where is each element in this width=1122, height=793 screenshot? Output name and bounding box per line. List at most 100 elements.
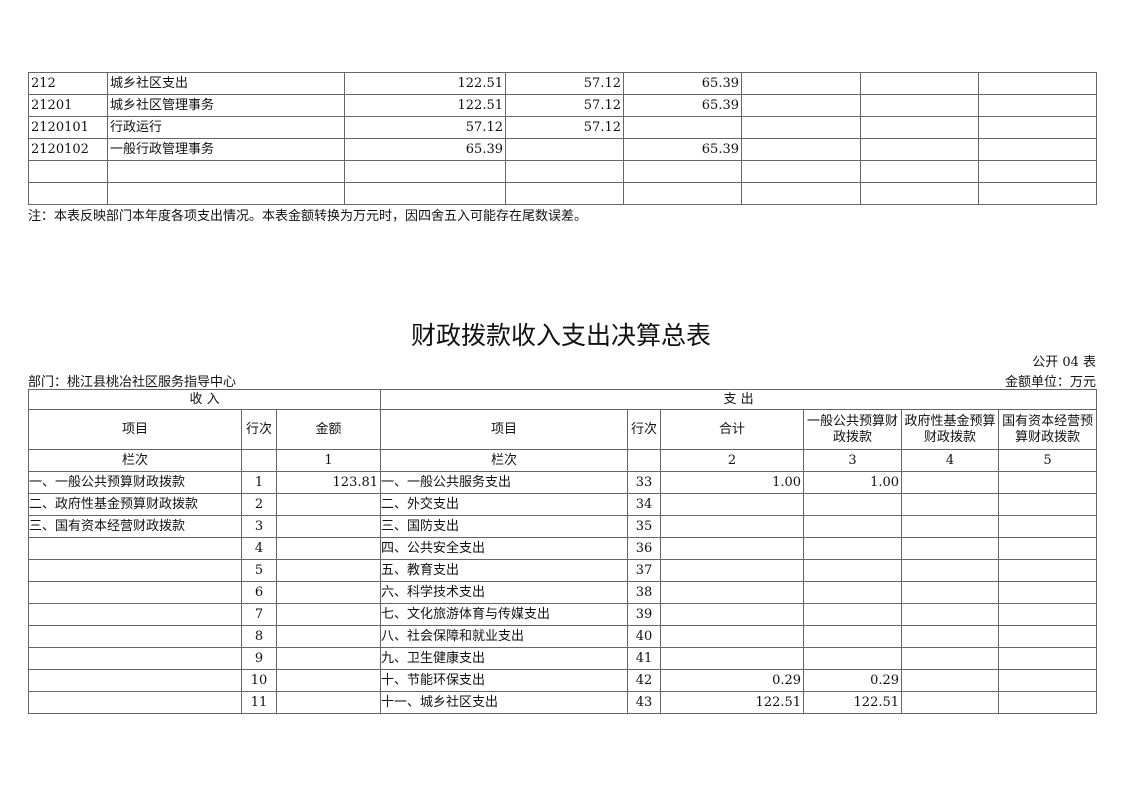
- table-row: 5 五、教育支出 37: [28, 559, 1098, 582]
- column-header: 一般公共预算财政拨款: [803, 409, 903, 450]
- table-cell: [998, 471, 1098, 494]
- table-cell: [803, 559, 903, 582]
- table-row: 2120102 一般行政管理事务 65.39 65.39: [28, 138, 1097, 161]
- table-cell: 11: [241, 691, 277, 714]
- income-header: 收 入: [27, 389, 382, 410]
- table-cell: 7: [241, 603, 277, 626]
- amount-unit: 金额单位：万元: [1004, 375, 1096, 390]
- table-cell: 8: [241, 625, 277, 648]
- table-cell: [660, 603, 805, 626]
- table-cell: 1.00: [660, 471, 805, 494]
- table-cell: [275, 669, 382, 692]
- table-cell: 41: [627, 647, 662, 670]
- table-cell: 36: [627, 537, 662, 560]
- table-cell: [978, 138, 1097, 161]
- table-cell: [623, 116, 742, 139]
- table-cell: 40: [627, 625, 662, 648]
- table-cell: 10: [241, 669, 277, 692]
- column-index: [627, 449, 662, 472]
- table-cell: 212: [28, 72, 108, 95]
- table-cell: [860, 72, 979, 95]
- column-header: 行次: [241, 409, 277, 450]
- table-cell: 33: [627, 471, 662, 494]
- table-cell: 十、节能环保支出: [380, 669, 629, 692]
- column-index: 3: [803, 449, 903, 472]
- table-cell: 3: [241, 515, 277, 538]
- table-row: 7 七、文化旅游体育与传媒支出 39: [28, 603, 1098, 626]
- table-cell: [28, 691, 242, 714]
- table-cell: [505, 138, 624, 161]
- table-cell: 0.29: [660, 669, 805, 692]
- table-cell: 三、国防支出: [380, 515, 629, 538]
- table-cell: 四、公共安全支出: [380, 537, 629, 560]
- table-cell: 57.12: [344, 116, 506, 139]
- table-cell: [803, 515, 903, 538]
- table-cell: 九、卫生健康支出: [380, 647, 629, 670]
- column-header: 行次: [627, 409, 662, 450]
- table-cell: [998, 537, 1098, 560]
- table-cell: [901, 537, 1000, 560]
- table-code: 公开 04 表: [1032, 355, 1096, 370]
- table-cell: 二、外交支出: [380, 493, 629, 516]
- column-index: 5: [998, 449, 1098, 472]
- table-row: 10 十、节能环保支出 42 0.29 0.29: [28, 669, 1098, 692]
- table-cell: 37: [627, 559, 662, 582]
- table-cell: [998, 559, 1098, 582]
- table-cell: [860, 160, 979, 183]
- table-cell: 六、科学技术支出: [380, 581, 629, 604]
- table-cell: [803, 647, 903, 670]
- table-cell: [275, 537, 382, 560]
- table-cell: 6: [241, 581, 277, 604]
- table-cell: 122.51: [660, 691, 805, 714]
- table-cell: 4: [241, 537, 277, 560]
- table-cell: 八、社会保障和就业支出: [380, 625, 629, 648]
- table-cell: 2120101: [28, 116, 108, 139]
- table-row: [28, 160, 1097, 183]
- table-cell: [741, 138, 861, 161]
- table-cell: [978, 160, 1097, 183]
- table-cell: [803, 537, 903, 560]
- table-cell: [901, 581, 1000, 604]
- table-cell: [28, 625, 242, 648]
- header-row: 项目 行次 金额 项目 行次 合计 一般公共预算财政拨款 政府性基金预算财政拨款 国有资本经营预…: [28, 409, 1098, 450]
- table-cell: 122.51: [344, 94, 506, 117]
- column-header: 项目: [28, 409, 242, 450]
- table-row: 212 城乡社区支出 122.51 57.12 65.39: [28, 72, 1097, 95]
- table-cell: 五、教育支出: [380, 559, 629, 582]
- table-cell: [623, 182, 742, 205]
- table-cell: 9: [241, 647, 277, 670]
- table-cell: [803, 581, 903, 604]
- table-cell: [660, 581, 805, 604]
- table-cell: [741, 94, 861, 117]
- table-cell: [803, 625, 903, 648]
- table-cell: [901, 625, 1000, 648]
- table-cell: 一、一般公共服务支出: [380, 471, 629, 494]
- table-row: 二、政府性基金预算财政拨款 2 二、外交支出 34: [28, 493, 1098, 516]
- table-cell: 一、一般公共预算财政拨款: [28, 471, 242, 494]
- table-cell: [275, 647, 382, 670]
- table-cell: [998, 493, 1098, 516]
- table-cell: [998, 647, 1098, 670]
- table-cell: [901, 471, 1000, 494]
- department: 部门：桃江县桃冶社区服务指导中心: [28, 375, 237, 390]
- table-cell: 57.12: [505, 116, 624, 139]
- column-index-row: 栏次 1 栏次 2 3 4 5: [28, 449, 1098, 472]
- table-cell: 39: [627, 603, 662, 626]
- page-title: 财政拨款收入支出决算总表: [410, 321, 711, 350]
- table-cell: [344, 160, 506, 183]
- table-cell: [998, 691, 1098, 714]
- table-cell: [660, 515, 805, 538]
- table-cell: 122.51: [344, 72, 506, 95]
- table-cell: [28, 160, 108, 183]
- table-cell: [107, 182, 345, 205]
- table-cell: 七、文化旅游体育与传媒支出: [380, 603, 629, 626]
- table-cell: [860, 116, 979, 139]
- table-cell: [901, 669, 1000, 692]
- table-cell: 城乡社区管理事务: [107, 94, 345, 117]
- table-cell: [998, 669, 1098, 692]
- table-cell: [860, 182, 979, 205]
- table-cell: [660, 537, 805, 560]
- table-cell: 1.00: [803, 471, 903, 494]
- table-cell: 38: [627, 581, 662, 604]
- table-cell: 122.51: [803, 691, 903, 714]
